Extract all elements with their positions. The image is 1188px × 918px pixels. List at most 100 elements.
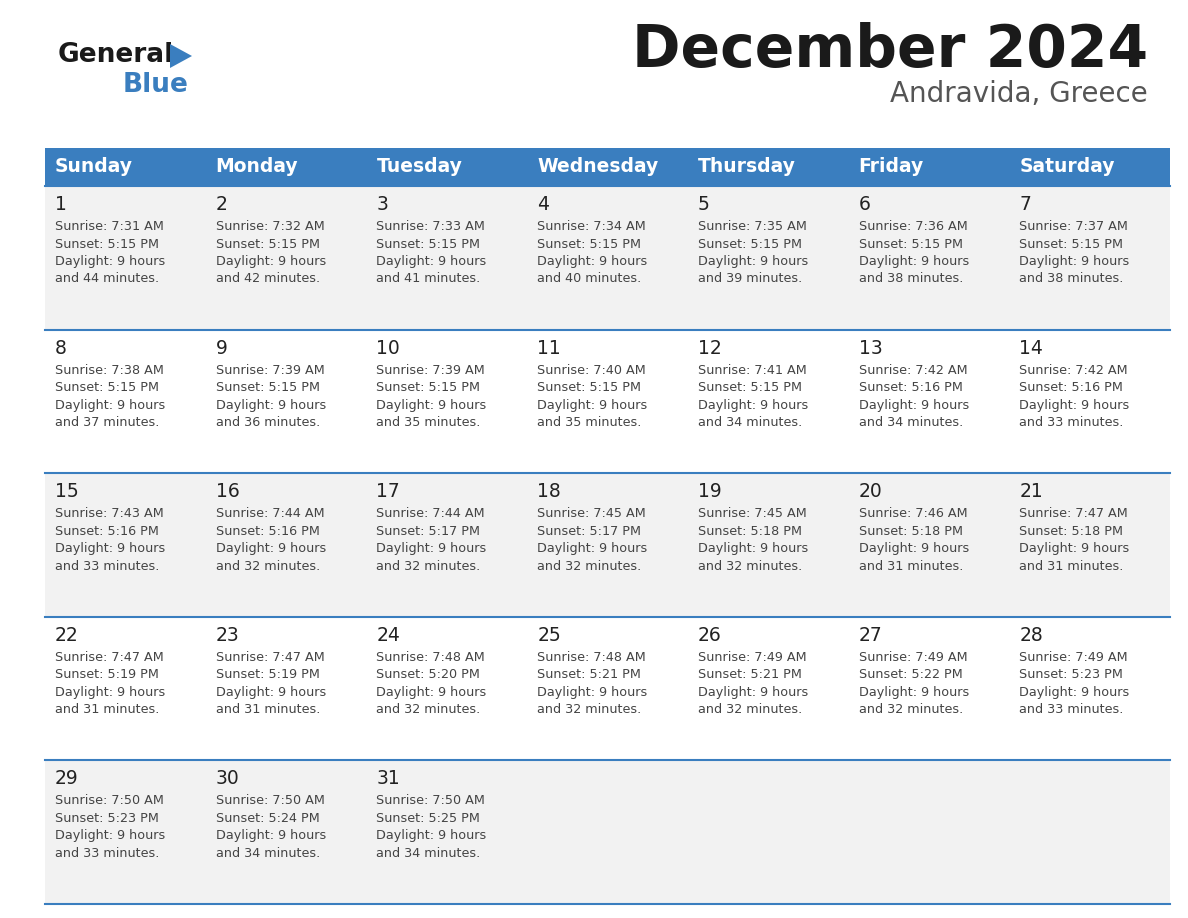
Text: and 33 minutes.: and 33 minutes. [55, 847, 159, 860]
Text: 6: 6 [859, 195, 871, 214]
Text: Sunset: 5:18 PM: Sunset: 5:18 PM [859, 525, 962, 538]
Text: Monday: Monday [216, 158, 298, 176]
Bar [45, 473, 1170, 617]
Text: 7: 7 [1019, 195, 1031, 214]
Text: Daylight: 9 hours: Daylight: 9 hours [697, 255, 808, 268]
Text: and 42 minutes.: and 42 minutes. [216, 273, 320, 285]
Text: Sunset: 5:19 PM: Sunset: 5:19 PM [55, 668, 159, 681]
Text: Daylight: 9 hours: Daylight: 9 hours [859, 398, 969, 411]
Text: and 32 minutes.: and 32 minutes. [697, 703, 802, 716]
Text: Daylight: 9 hours: Daylight: 9 hours [377, 398, 487, 411]
Text: Sunset: 5:15 PM: Sunset: 5:15 PM [697, 381, 802, 394]
Text: Daylight: 9 hours: Daylight: 9 hours [859, 543, 969, 555]
Text: Sunset: 5:18 PM: Sunset: 5:18 PM [1019, 525, 1124, 538]
Text: Sunrise: 7:44 AM: Sunrise: 7:44 AM [216, 508, 324, 521]
Text: Sunrise: 7:31 AM: Sunrise: 7:31 AM [55, 220, 164, 233]
Text: Sunrise: 7:48 AM: Sunrise: 7:48 AM [537, 651, 646, 664]
Polygon shape [170, 44, 192, 68]
Text: Daylight: 9 hours: Daylight: 9 hours [216, 543, 326, 555]
Text: Sunset: 5:16 PM: Sunset: 5:16 PM [859, 381, 962, 394]
Text: Sunset: 5:15 PM: Sunset: 5:15 PM [537, 238, 642, 251]
Text: and 31 minutes.: and 31 minutes. [859, 560, 963, 573]
Text: Sunrise: 7:48 AM: Sunrise: 7:48 AM [377, 651, 485, 664]
Bar [45, 186, 1170, 330]
Text: and 32 minutes.: and 32 minutes. [377, 703, 481, 716]
Text: Daylight: 9 hours: Daylight: 9 hours [377, 255, 487, 268]
Text: Sunset: 5:23 PM: Sunset: 5:23 PM [1019, 668, 1123, 681]
Text: 26: 26 [697, 626, 721, 644]
Text: and 32 minutes.: and 32 minutes. [537, 703, 642, 716]
Text: and 32 minutes.: and 32 minutes. [537, 560, 642, 573]
Text: Daylight: 9 hours: Daylight: 9 hours [216, 829, 326, 843]
Text: Sunset: 5:15 PM: Sunset: 5:15 PM [55, 381, 159, 394]
Text: Sunset: 5:15 PM: Sunset: 5:15 PM [216, 238, 320, 251]
Bar [45, 617, 1170, 760]
Text: and 33 minutes.: and 33 minutes. [1019, 416, 1124, 429]
Text: Sunrise: 7:45 AM: Sunrise: 7:45 AM [537, 508, 646, 521]
Text: and 39 minutes.: and 39 minutes. [697, 273, 802, 285]
Text: Andravida, Greece: Andravida, Greece [890, 80, 1148, 108]
Text: Daylight: 9 hours: Daylight: 9 hours [55, 829, 165, 843]
Text: Sunrise: 7:43 AM: Sunrise: 7:43 AM [55, 508, 164, 521]
Text: Daylight: 9 hours: Daylight: 9 hours [859, 255, 969, 268]
Text: and 34 minutes.: and 34 minutes. [859, 416, 962, 429]
Text: 15: 15 [55, 482, 78, 501]
Text: 5: 5 [697, 195, 709, 214]
Text: December 2024: December 2024 [632, 22, 1148, 79]
Text: and 32 minutes.: and 32 minutes. [377, 560, 481, 573]
Text: 30: 30 [216, 769, 240, 789]
Text: Daylight: 9 hours: Daylight: 9 hours [55, 255, 165, 268]
Text: 18: 18 [537, 482, 561, 501]
Bar [45, 760, 1170, 904]
Text: 1: 1 [55, 195, 67, 214]
Text: Sunset: 5:17 PM: Sunset: 5:17 PM [537, 525, 642, 538]
Text: Daylight: 9 hours: Daylight: 9 hours [859, 686, 969, 699]
Text: 23: 23 [216, 626, 240, 644]
Text: 28: 28 [1019, 626, 1043, 644]
Text: and 38 minutes.: and 38 minutes. [859, 273, 963, 285]
Text: Sunset: 5:15 PM: Sunset: 5:15 PM [537, 381, 642, 394]
Text: Sunset: 5:20 PM: Sunset: 5:20 PM [377, 668, 480, 681]
Text: Daylight: 9 hours: Daylight: 9 hours [55, 398, 165, 411]
Text: Sunrise: 7:47 AM: Sunrise: 7:47 AM [1019, 508, 1129, 521]
Text: Daylight: 9 hours: Daylight: 9 hours [697, 543, 808, 555]
Text: Sunrise: 7:38 AM: Sunrise: 7:38 AM [55, 364, 164, 376]
Text: Daylight: 9 hours: Daylight: 9 hours [1019, 686, 1130, 699]
Text: Sunset: 5:21 PM: Sunset: 5:21 PM [537, 668, 642, 681]
Text: Sunset: 5:22 PM: Sunset: 5:22 PM [859, 668, 962, 681]
Text: Sunday: Sunday [55, 158, 133, 176]
Text: 12: 12 [697, 339, 721, 358]
Text: and 33 minutes.: and 33 minutes. [1019, 703, 1124, 716]
Text: 29: 29 [55, 769, 78, 789]
Text: Sunset: 5:16 PM: Sunset: 5:16 PM [1019, 381, 1123, 394]
Text: and 44 minutes.: and 44 minutes. [55, 273, 159, 285]
Text: Sunrise: 7:37 AM: Sunrise: 7:37 AM [1019, 220, 1129, 233]
Text: 20: 20 [859, 482, 883, 501]
Text: 31: 31 [377, 769, 400, 789]
Text: Daylight: 9 hours: Daylight: 9 hours [1019, 255, 1130, 268]
Text: and 34 minutes.: and 34 minutes. [216, 847, 320, 860]
Text: General: General [58, 42, 175, 68]
Text: Sunrise: 7:49 AM: Sunrise: 7:49 AM [697, 651, 807, 664]
Text: Sunset: 5:16 PM: Sunset: 5:16 PM [216, 525, 320, 538]
Text: Sunrise: 7:45 AM: Sunrise: 7:45 AM [697, 508, 807, 521]
Text: Sunset: 5:15 PM: Sunset: 5:15 PM [859, 238, 962, 251]
Text: and 40 minutes.: and 40 minutes. [537, 273, 642, 285]
Text: Sunset: 5:24 PM: Sunset: 5:24 PM [216, 812, 320, 825]
Text: Sunrise: 7:47 AM: Sunrise: 7:47 AM [55, 651, 164, 664]
Bar [45, 330, 1170, 473]
Text: Sunrise: 7:36 AM: Sunrise: 7:36 AM [859, 220, 967, 233]
Text: Sunset: 5:21 PM: Sunset: 5:21 PM [697, 668, 802, 681]
Text: Thursday: Thursday [697, 158, 796, 176]
Text: Sunrise: 7:33 AM: Sunrise: 7:33 AM [377, 220, 486, 233]
Text: Sunset: 5:18 PM: Sunset: 5:18 PM [697, 525, 802, 538]
Text: Friday: Friday [859, 158, 924, 176]
Text: 13: 13 [859, 339, 883, 358]
Text: 4: 4 [537, 195, 549, 214]
Text: Blue: Blue [124, 72, 189, 98]
Text: Sunset: 5:15 PM: Sunset: 5:15 PM [216, 381, 320, 394]
Text: Sunrise: 7:42 AM: Sunrise: 7:42 AM [859, 364, 967, 376]
Text: and 32 minutes.: and 32 minutes. [216, 560, 320, 573]
Text: Sunrise: 7:32 AM: Sunrise: 7:32 AM [216, 220, 324, 233]
Text: 8: 8 [55, 339, 67, 358]
